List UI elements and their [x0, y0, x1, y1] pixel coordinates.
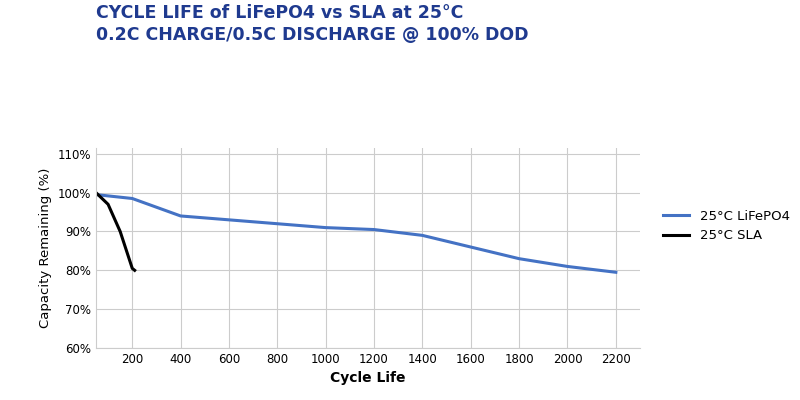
25°C LiFePO4 — [224, 218, 234, 222]
25°C SLA — [127, 266, 137, 271]
25°C SLA — [91, 190, 101, 195]
25°C LiFePO4 — [91, 192, 101, 197]
25°C LiFePO4 — [176, 214, 186, 218]
25°C SLA — [103, 202, 113, 207]
25°C LiFePO4 — [418, 233, 427, 238]
25°C LiFePO4 — [321, 225, 330, 230]
25°C LiFePO4 — [370, 227, 379, 232]
25°C LiFePO4 — [611, 270, 621, 275]
25°C SLA — [115, 229, 125, 234]
25°C LiFePO4 — [273, 221, 282, 226]
Line: 25°C LiFePO4: 25°C LiFePO4 — [96, 195, 616, 272]
Legend: 25°C LiFePO4, 25°C SLA: 25°C LiFePO4, 25°C SLA — [658, 204, 795, 248]
25°C LiFePO4 — [514, 256, 524, 261]
25°C LiFePO4 — [127, 196, 137, 201]
25°C LiFePO4 — [562, 264, 572, 269]
25°C SLA — [130, 268, 139, 273]
25°C LiFePO4 — [466, 245, 475, 250]
Y-axis label: Capacity Remaining (%): Capacity Remaining (%) — [39, 168, 52, 328]
Text: CYCLE LIFE of LiFePO4 vs SLA at 25°C
0.2C CHARGE/0.5C DISCHARGE @ 100% DOD: CYCLE LIFE of LiFePO4 vs SLA at 25°C 0.2… — [96, 4, 529, 44]
X-axis label: Cycle Life: Cycle Life — [330, 372, 406, 386]
Line: 25°C SLA: 25°C SLA — [96, 193, 134, 270]
